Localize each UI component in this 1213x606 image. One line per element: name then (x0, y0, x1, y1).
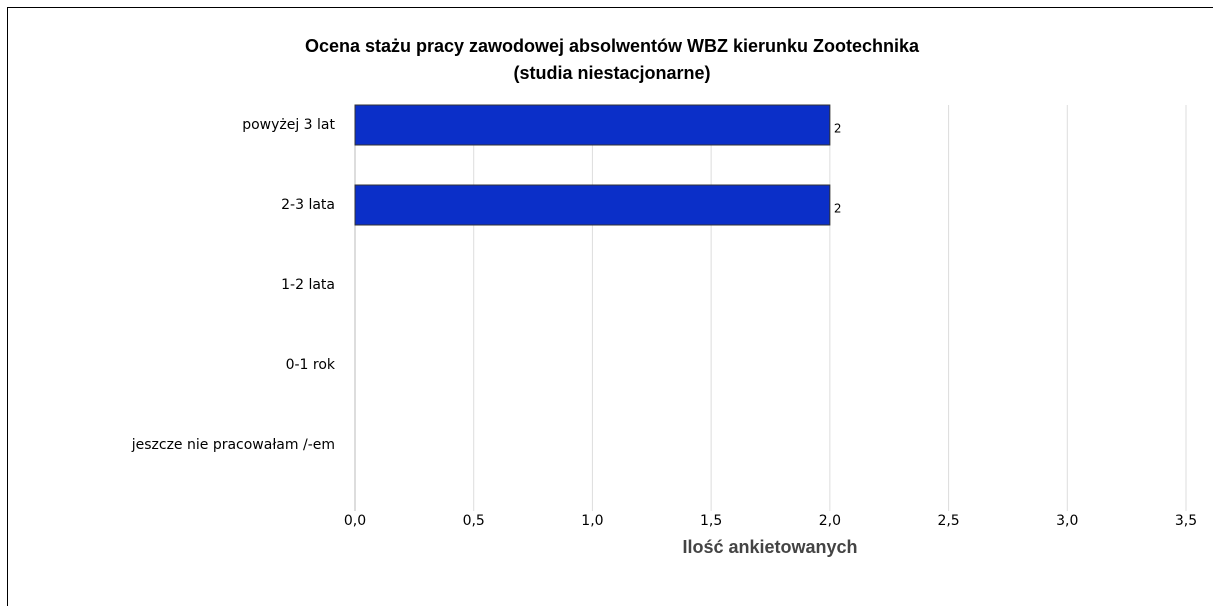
x-tick-label: 1,0 (581, 513, 603, 529)
x-axis-title: Ilość ankietowanych (682, 537, 857, 557)
y-tick-label: 2-3 lata (281, 197, 335, 213)
x-tick-label: 2,0 (819, 513, 841, 529)
x-tick-label: 0,5 (463, 513, 485, 529)
y-tick-label: jeszcze nie pracowałam /-em (131, 437, 335, 453)
x-tick-label: 3,5 (1175, 513, 1197, 529)
x-tick-label: 3,0 (1056, 513, 1078, 529)
data-label: 2 (834, 202, 842, 216)
y-tick-label: 0-1 rok (286, 357, 336, 373)
chart-subtitle: (studia niestacjonarne) (513, 63, 710, 83)
bar (354, 104, 831, 146)
chart-title: Ocena stażu pracy zawodowej absolwentów … (305, 36, 920, 56)
x-tick-label: 0,0 (344, 513, 366, 529)
bar (354, 184, 831, 226)
x-tick-label: 1,5 (700, 513, 722, 529)
data-label: 2 (834, 122, 842, 136)
y-tick-label: 1-2 lata (281, 277, 335, 293)
y-tick-label: powyżej 3 lat (242, 117, 335, 133)
x-tick-label: 2,5 (937, 513, 959, 529)
chart-frame (7, 7, 1213, 606)
